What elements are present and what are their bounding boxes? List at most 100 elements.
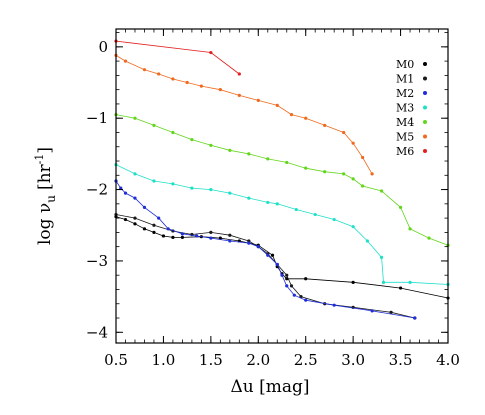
data-point [171, 235, 175, 239]
data-point [285, 160, 289, 165]
data-point [408, 280, 412, 284]
data-point [275, 202, 279, 206]
y-tick-label: −1 [86, 109, 108, 127]
data-point [228, 191, 232, 195]
y-tick-label: −3 [86, 252, 108, 270]
data-point [380, 189, 384, 193]
data-point [171, 77, 175, 81]
data-point [323, 170, 327, 174]
data-point [209, 50, 213, 55]
data-point [171, 130, 175, 135]
series-m6 [114, 39, 241, 76]
data-point [342, 172, 346, 176]
data-point [270, 253, 275, 257]
data-point [285, 273, 289, 277]
data-point [123, 191, 128, 195]
data-point [332, 217, 336, 222]
data-point [398, 205, 403, 210]
data-point [157, 216, 161, 220]
data-point [123, 217, 128, 222]
data-point [361, 155, 365, 160]
data-point [381, 280, 386, 284]
data-point [166, 227, 170, 231]
data-point [133, 216, 137, 220]
data-point [380, 255, 384, 259]
data-point [218, 236, 222, 240]
data-point [133, 196, 137, 200]
data-point [228, 233, 232, 237]
data-point [119, 186, 123, 190]
data-point [294, 207, 298, 212]
data-point [427, 236, 431, 240]
data-point [266, 157, 270, 161]
data-point [413, 316, 417, 320]
data-point [247, 196, 251, 200]
data-point [247, 152, 251, 156]
legend-label-m0: M0 [396, 58, 414, 71]
y-axis-label-unit-post: ] [35, 147, 55, 154]
data-point [361, 184, 365, 188]
data-point [389, 310, 393, 314]
series-line [115, 214, 415, 319]
y-tick-label: 0 [98, 38, 108, 56]
data-point [152, 123, 156, 127]
data-point [152, 230, 156, 234]
x-tick-label: 1.5 [199, 351, 223, 369]
x-tick-label: 0.5 [104, 351, 128, 369]
data-point [228, 148, 232, 152]
data-point [218, 88, 222, 92]
data-point [199, 84, 203, 88]
data-point [195, 234, 199, 238]
legend-marker-m0 [423, 62, 427, 66]
series-line [115, 55, 373, 175]
legend-marker-m5 [423, 134, 427, 139]
x-tick-label: 3.5 [389, 351, 413, 369]
data-point [209, 187, 213, 192]
data-point [152, 223, 156, 227]
y-axis-label-main: log ν [35, 203, 55, 245]
legend-label-m4: M4 [396, 116, 414, 129]
series-m4 [114, 113, 450, 247]
data-point [342, 130, 346, 135]
data-point [142, 68, 147, 72]
data-point [142, 205, 147, 210]
data-point [123, 59, 128, 63]
legend-marker-m1 [423, 76, 427, 81]
data-point [185, 80, 189, 85]
data-point [266, 253, 270, 257]
legend-marker-m3 [423, 105, 427, 110]
data-point [332, 303, 336, 307]
data-point [398, 286, 403, 290]
data-point [323, 123, 327, 127]
x-axis-label: Δu [mag] [230, 377, 309, 397]
data-point [292, 293, 296, 297]
data-point [370, 309, 374, 313]
data-point [313, 212, 317, 217]
data-point [190, 186, 194, 190]
tick-layer: 0.5 1.0 1.5 2.0 2.5 3.0 3.5 4.0 0 −1 −2 −3 −4 [86, 29, 460, 369]
legend-marker-m4 [423, 120, 427, 124]
legend-label-m5: M5 [396, 131, 414, 144]
y-tick-label: −2 [86, 181, 108, 199]
data-point [266, 200, 270, 205]
series-line [115, 164, 449, 285]
data-point [365, 239, 369, 243]
series-m5 [114, 53, 374, 176]
x-tick-label: 1.0 [151, 351, 175, 369]
data-point [289, 284, 294, 288]
data-point [133, 116, 137, 120]
data-point [351, 177, 355, 181]
data-point [304, 298, 308, 302]
legend-label-m2: M2 [396, 87, 414, 100]
series-line [115, 114, 449, 246]
series-m3 [114, 162, 450, 287]
x-tick-label: 2.0 [246, 351, 270, 369]
data-point [171, 182, 175, 186]
x-tick-label: 3.0 [341, 351, 365, 369]
legend-label-m1: M1 [396, 73, 414, 86]
data-point [142, 227, 147, 231]
data-point [256, 245, 260, 249]
x-tick-label: 2.5 [294, 351, 318, 369]
x-tick-label: 4.0 [436, 351, 460, 369]
